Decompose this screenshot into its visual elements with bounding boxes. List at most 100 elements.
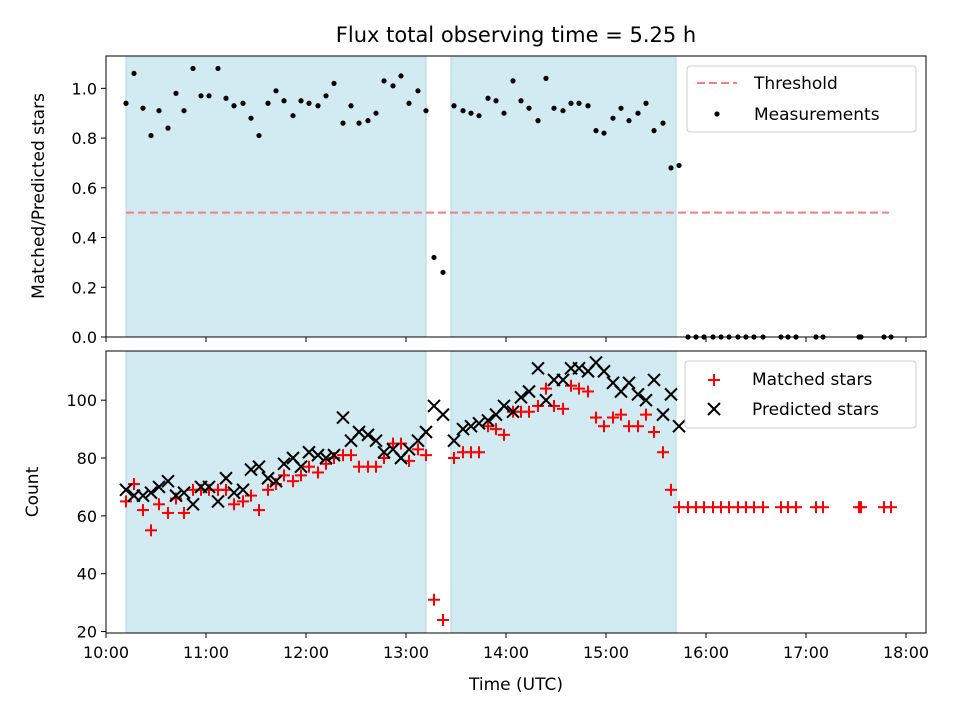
matched-star-point <box>178 506 190 519</box>
matched-star-point <box>532 399 544 412</box>
matched-star-point <box>632 420 644 433</box>
predicted-star-point <box>597 364 611 378</box>
predicted-star-point <box>631 387 645 402</box>
x-tick-label: 10:00 <box>83 643 129 662</box>
matched-star-point <box>498 428 510 441</box>
top-x-ticks <box>105 337 907 342</box>
x-tick-label: 13:00 <box>383 643 429 662</box>
predicted-star-point <box>481 413 495 428</box>
bottom-y-axis-label: Count <box>23 466 43 517</box>
measurement-point <box>460 108 466 114</box>
predicted-star-point <box>556 373 570 387</box>
y-tick-label: 60 <box>77 507 97 526</box>
measurement-point <box>206 93 212 99</box>
predicted-star-point <box>136 488 150 503</box>
matched-star-point <box>582 385 594 398</box>
measurement-point <box>331 80 337 86</box>
y-tick-label: 0.2 <box>72 278 97 297</box>
chart-title: Flux total observing time = 5.25 h <box>336 23 696 47</box>
measurement-point <box>585 103 591 109</box>
top-legend: Threshold Measurements <box>686 65 917 133</box>
measurement-point <box>493 98 499 104</box>
predicted-star-point <box>311 448 325 462</box>
predicted-star-point <box>252 459 266 474</box>
predicted-star-point <box>227 486 241 500</box>
predicted-star-point <box>656 407 670 422</box>
measurement-point <box>593 128 599 134</box>
measurement-point <box>485 95 491 101</box>
matched-star-point <box>540 382 552 395</box>
measurement-point <box>340 120 346 126</box>
top-legend-box <box>686 65 917 133</box>
measurement-point <box>281 98 287 104</box>
matched-star-point <box>607 411 619 424</box>
measurement-point <box>406 100 412 106</box>
x-tick-label: 15:00 <box>583 643 629 662</box>
top-y-axis-label: Matched/Predicted stars <box>29 93 49 299</box>
measurement-point <box>535 118 541 124</box>
measurement-point <box>298 98 304 104</box>
legend-measurements-swatch <box>714 111 720 117</box>
matched-star-point <box>145 524 157 537</box>
measurement-point <box>323 93 329 99</box>
predicted-star-point <box>639 393 653 407</box>
measurement-point <box>273 88 279 94</box>
measurement-point <box>181 108 187 114</box>
predicted-star-point <box>336 410 350 425</box>
matched-star-point <box>295 469 307 482</box>
top-panel: 0.0 0.2 0.4 0.6 0.8 1.0 Matched/Predicted sta… <box>29 55 927 347</box>
matched-star-point <box>573 382 585 395</box>
top-axes-frame <box>105 55 927 338</box>
measurement-point <box>501 110 507 116</box>
measurement-point <box>510 78 516 84</box>
matched-star-point <box>665 483 677 496</box>
y-tick-label: 1.0 <box>72 79 97 98</box>
observing-window-1 <box>125 350 427 634</box>
predicted-star-point <box>531 361 545 376</box>
matched-star-point <box>482 420 494 433</box>
predicted-star-point <box>202 480 216 494</box>
observing-window-2 <box>450 55 677 338</box>
measurement-point <box>373 110 379 116</box>
predicted-star-point <box>327 448 341 462</box>
observing-window-1 <box>125 55 427 338</box>
matched-star-point <box>245 489 257 502</box>
top-shaded-regions <box>125 55 677 338</box>
matched-star-point <box>320 457 332 470</box>
y-tick-label: 80 <box>77 449 97 468</box>
measurement-point <box>248 115 254 121</box>
measurement-point <box>635 110 641 116</box>
legend-predicted-swatch <box>707 402 721 416</box>
measurement-point <box>618 105 624 111</box>
bottom-legend: Matched stars Predicted stars <box>684 360 917 429</box>
predicted-star-point <box>186 497 200 511</box>
measurement-point <box>140 105 146 111</box>
predicted-star-point <box>244 462 258 477</box>
matched-star-point <box>378 452 390 465</box>
bottom-legend-box <box>684 360 917 429</box>
predicted-star-point <box>294 459 308 474</box>
measurement-point <box>256 132 262 139</box>
predicted-star-point <box>361 428 375 442</box>
matched-star-point <box>790 501 802 514</box>
legend-predicted-label: Predicted stars <box>752 400 879 420</box>
matched-star-point <box>153 498 165 511</box>
x-tick-label: 16:00 <box>683 643 729 662</box>
measurement-point <box>165 125 171 131</box>
matched-star-point <box>437 613 449 626</box>
measurement-point <box>668 165 674 171</box>
measurement-point <box>476 113 482 119</box>
matched-star-point <box>312 466 324 479</box>
measurement-point <box>390 83 396 89</box>
measurement-point <box>601 130 607 136</box>
matched-star-point <box>855 501 867 514</box>
predicted-star-point <box>377 445 391 459</box>
matched-star-point <box>640 408 652 421</box>
measurement-point <box>290 113 296 119</box>
predicted-star-point <box>522 384 536 399</box>
measurement-point <box>265 100 271 106</box>
measurement-point <box>215 65 221 72</box>
y-tick-label: 100 <box>66 391 97 410</box>
measurement-point <box>551 105 557 111</box>
